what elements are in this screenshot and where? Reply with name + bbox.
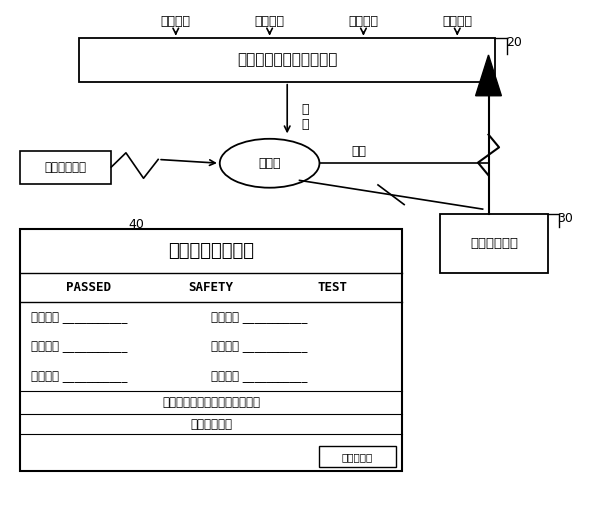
Text: 互联网: 互联网	[258, 157, 281, 170]
Text: 40: 40	[129, 218, 144, 231]
Bar	[20, 150, 111, 184]
Text: TEST: TEST	[318, 281, 348, 294]
Text: 乘客智能手机: 乘客智能手机	[45, 161, 87, 174]
Text: 专线: 专线	[352, 145, 366, 158]
Text: 维保电话 ___________: 维保电话 ___________	[211, 340, 307, 353]
Text: 电梯使用登记标志: 电梯使用登记标志	[168, 242, 254, 260]
Bar	[320, 446, 395, 468]
Bar	[79, 39, 496, 82]
Text: 维保采集装置: 维保采集装置	[470, 237, 518, 250]
Text: 使用单位: 使用单位	[161, 15, 191, 28]
Bar	[20, 230, 401, 471]
Text: 监管单位: 监管单位	[442, 15, 472, 28]
Text: 检验人员 ___________: 检验人员 ___________	[211, 370, 307, 383]
Text: 维保单位: 维保单位	[255, 15, 285, 28]
Text: 滚动文字信息: 滚动文字信息	[190, 418, 232, 431]
Text: 20: 20	[506, 36, 522, 49]
Bar	[440, 214, 548, 273]
Text: 二维码图片: 二维码图片	[342, 452, 373, 461]
Text: 国家质量监督检验检疫总局印制: 国家质量监督检验检疫总局印制	[162, 396, 260, 409]
Ellipse shape	[220, 139, 320, 187]
Text: 专
线: 专 线	[302, 104, 310, 131]
Text: 30: 30	[557, 212, 573, 225]
Text: 维保单位 ___________: 维保单位 ___________	[31, 340, 127, 353]
Text: 检验单位 ___________: 检验单位 ___________	[31, 370, 127, 383]
Text: 设备代码 ___________: 设备代码 ___________	[31, 311, 127, 323]
Text: PASSED: PASSED	[66, 281, 111, 294]
Text: SAFETY: SAFETY	[188, 281, 233, 294]
Text: 电梯维保电子监管服务器: 电梯维保电子监管服务器	[237, 53, 337, 67]
Text: 检验单位: 检验单位	[349, 15, 378, 28]
Polygon shape	[475, 55, 501, 96]
Text: 使用编号 ___________: 使用编号 ___________	[211, 311, 307, 323]
